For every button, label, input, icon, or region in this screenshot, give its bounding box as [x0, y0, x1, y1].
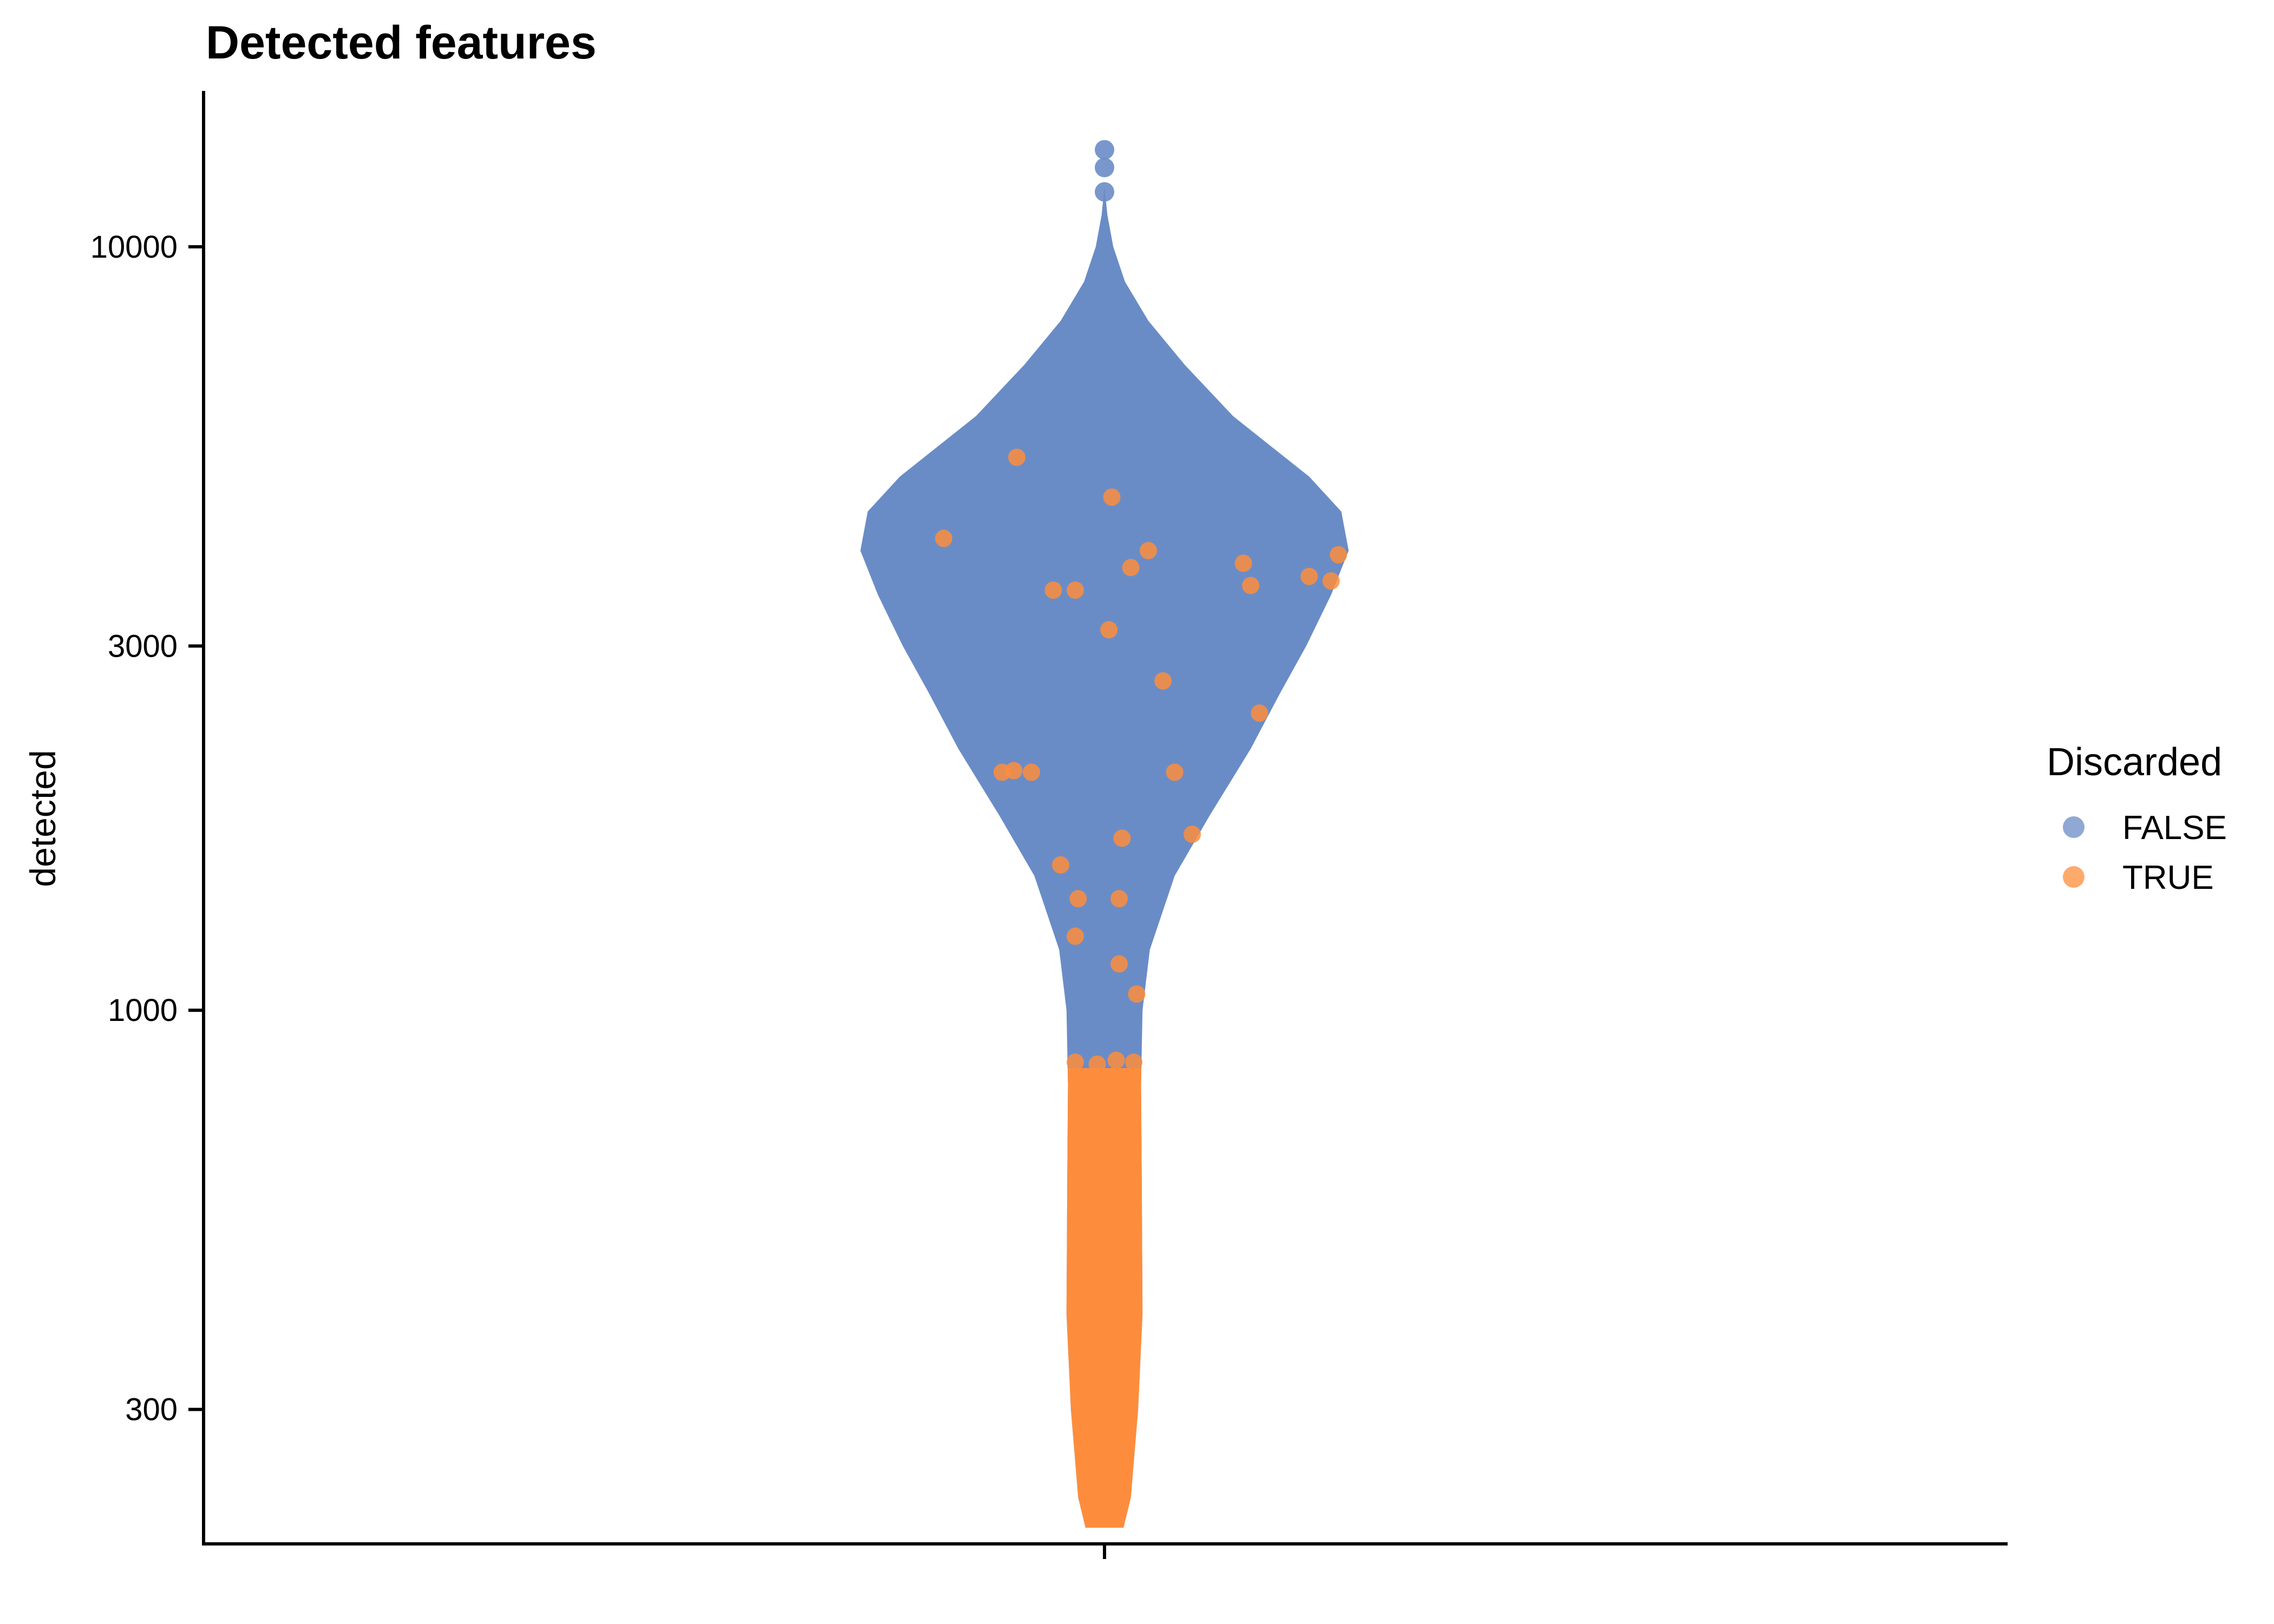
point-true-11: [1023, 763, 1040, 781]
point-true-1: [1103, 488, 1121, 506]
y-tick-label-10000: 10000: [90, 230, 178, 265]
point-true-13: [1052, 856, 1069, 874]
legend-key-true: [2063, 866, 2084, 888]
point-true-27: [1107, 1051, 1125, 1069]
point-true-8: [1067, 581, 1084, 599]
point-true-29: [1067, 1053, 1084, 1071]
point-true-2: [935, 529, 952, 547]
legend-title: Discarded: [2047, 741, 2222, 784]
point-false-1: [1095, 158, 1114, 178]
y-tick-label-1000: 1000: [108, 993, 178, 1028]
point-true-28: [1125, 1053, 1142, 1071]
legend-label-false: FALSE: [2122, 809, 2227, 847]
point-true-19: [1110, 955, 1128, 973]
jitter-points: [935, 140, 1347, 1073]
point-true-15: [1166, 763, 1184, 781]
point-true-12: [1184, 826, 1201, 843]
point-true-10: [1242, 577, 1259, 594]
legend: Discarded FALSE TRUE: [2047, 741, 2227, 896]
point-true-23: [1128, 985, 1146, 1003]
point-true-30: [1154, 672, 1172, 690]
point-true-4: [1330, 546, 1347, 564]
y-tick-label-300: 300: [125, 1392, 178, 1427]
point-true-0: [1008, 448, 1025, 466]
point-true-5: [1322, 572, 1340, 590]
y-tick-label-3000: 3000: [108, 628, 178, 664]
point-true-14: [1251, 704, 1269, 722]
plot-area: [860, 140, 1349, 1528]
point-true-9: [1100, 621, 1118, 639]
point-true-25: [1005, 762, 1023, 780]
point-true-3: [1140, 542, 1157, 560]
violin-body-false: [860, 186, 1349, 1528]
chart-title: Detected features: [206, 17, 597, 69]
point-true-7: [1044, 581, 1062, 599]
violin-body-true: [1066, 1068, 1143, 1528]
point-true-6: [1122, 559, 1140, 577]
point-true-20: [1069, 890, 1087, 908]
point-true-24: [1234, 554, 1252, 572]
legend-key-false: [2063, 816, 2084, 838]
point-true-18: [1067, 927, 1084, 945]
y-axis-ticks: 300 1000 3000 10000: [90, 230, 204, 1427]
point-false-0: [1095, 140, 1114, 160]
point-true-21: [1301, 567, 1318, 585]
point-true-26: [1088, 1055, 1106, 1073]
legend-label-true: TRUE: [2122, 859, 2214, 896]
point-true-16: [1113, 829, 1131, 847]
y-axis-label: detected: [23, 750, 63, 887]
point-true-17: [1110, 890, 1128, 908]
point-false-2: [1095, 182, 1114, 202]
